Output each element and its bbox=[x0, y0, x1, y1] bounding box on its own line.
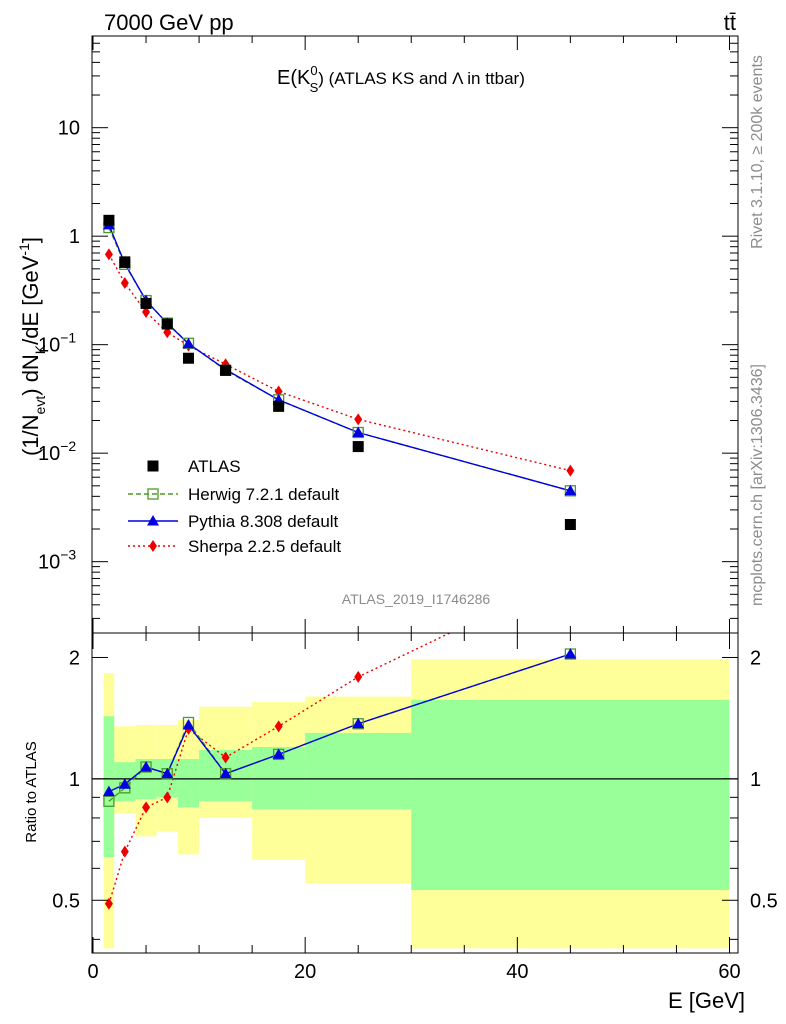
main-panel: E(K0 S) (ATLAS KS and Λ in ttbar) 10 1 10−1… bbox=[16, 35, 739, 634]
analysis-id: ATLAS_2019_I1746286 bbox=[342, 591, 491, 607]
ratio-y-tick-label-right: 0.5 bbox=[750, 890, 778, 912]
green-band bbox=[177, 759, 200, 808]
ratio-y-tick-label: 2 bbox=[69, 647, 80, 669]
ratio-y-tick-label-right: 2 bbox=[750, 647, 761, 669]
pythia-8-308-default-line bbox=[108, 224, 571, 492]
pythia-8-308-default-ratio-point bbox=[118, 778, 131, 789]
y-axis-label: (1/Nevt) dNK/dE [GeV-1] bbox=[16, 237, 48, 456]
y-tick-label: 10−3 bbox=[38, 547, 76, 574]
legend-label: Pythia 8.308 default bbox=[188, 512, 339, 531]
ratio-panel: 0 20 40 60 0.5 0.5 1 1 2 2 Ratio to ATLAS E [GeV] bbox=[23, 569, 778, 1013]
legend-label: Herwig 7.2.1 default bbox=[188, 485, 339, 504]
y-tick-label: 10 bbox=[58, 118, 80, 140]
sherpa-2-2-5-default-point bbox=[104, 248, 113, 261]
sherpa-2-2-5-default-point bbox=[566, 464, 575, 477]
x-axis-label: E [GeV] bbox=[668, 988, 745, 1013]
sherpa-2-2-5-default-ratio-point bbox=[163, 791, 172, 804]
sherpa-2-2-5-default-ratio-point bbox=[274, 720, 283, 733]
main-axis-ticks: 10 1 10−1 10−2 10−3 bbox=[38, 35, 738, 633]
y-tick-label: 1 bbox=[69, 226, 80, 248]
ratio-plot-area bbox=[92, 569, 738, 949]
legend-marker bbox=[147, 515, 159, 526]
rivet-label: Rivet 3.1.10, ≥ 200k events bbox=[749, 55, 766, 249]
herwig-7-2-1-default-line bbox=[108, 227, 571, 492]
sherpa-2-2-5-default-ratio-line bbox=[108, 633, 452, 905]
sherpa-2-2-5-default-ratio-point bbox=[120, 845, 129, 858]
legend-item-atlas: ATLAS bbox=[147, 457, 241, 476]
pythia-8-308-default-ratio-point bbox=[219, 767, 232, 779]
legend-label: ATLAS bbox=[188, 457, 241, 476]
sherpa-2-2-5-default-ratio-point bbox=[104, 897, 113, 910]
atlas-point bbox=[352, 441, 364, 453]
legend-item-herwig-7-2-1-default: Herwig 7.2.1 default bbox=[128, 485, 339, 504]
legend-item-sherpa-2-2-5-default: Sherpa 2.2.5 default bbox=[128, 537, 341, 556]
atlas-point bbox=[161, 318, 173, 330]
ratio-y-tick-label-right: 1 bbox=[750, 769, 761, 791]
legend-marker bbox=[147, 488, 159, 500]
atlas-point bbox=[220, 364, 232, 376]
atlas-point bbox=[119, 256, 131, 268]
legend-label: Sherpa 2.2.5 default bbox=[188, 537, 341, 556]
pythia-8-308-default-ratio-point bbox=[140, 761, 153, 772]
mcplots-label: mcplots.cern.ch [arXiv:1306.3436] bbox=[749, 364, 766, 606]
sherpa-2-2-5-default-ratio-point bbox=[142, 801, 151, 814]
x-tick-label: 40 bbox=[506, 961, 528, 983]
ratio-y-tick-label: 1 bbox=[69, 769, 80, 791]
main-plot-area bbox=[102, 214, 577, 531]
legend-marker bbox=[147, 460, 159, 472]
sherpa-2-2-5-default-point bbox=[354, 413, 363, 426]
pythia-8-308-default-point bbox=[352, 426, 365, 438]
ratio-axis-ticks: 0 20 40 60 0.5 0.5 1 1 2 2 bbox=[52, 633, 778, 983]
pythia-8-308-default-ratio-point bbox=[352, 717, 365, 729]
sherpa-2-2-5-default-line bbox=[108, 254, 571, 472]
x-tick-label: 60 bbox=[718, 961, 740, 983]
legend: ATLAS Herwig 7.2.1 default Pythia 8.308 de… bbox=[128, 457, 341, 556]
ratio-y-label: Ratio to ATLAS bbox=[23, 741, 40, 842]
chart-title: E(K0 S) (ATLAS KS and Λ in ttbar) bbox=[277, 63, 525, 95]
sherpa-2-2-5-default-point bbox=[142, 306, 151, 319]
x-tick-label: 0 bbox=[87, 961, 98, 983]
ratio-frame bbox=[91, 632, 739, 954]
legend-marker bbox=[149, 540, 157, 552]
header-left: 7000 GeV pp bbox=[104, 10, 234, 35]
header-right: tt̄ bbox=[724, 10, 736, 35]
herwig-7-2-1-default-ratio-point bbox=[103, 795, 115, 807]
pythia-8-308-default-ratio-point bbox=[161, 767, 174, 779]
pythia-8-308-default-point bbox=[182, 337, 195, 349]
sherpa-2-2-5-default-ratio-point bbox=[221, 751, 230, 764]
pythia-8-308-default-ratio-point bbox=[102, 785, 115, 797]
green-band bbox=[305, 732, 412, 810]
legend-item-pythia-8-308-default: Pythia 8.308 default bbox=[128, 512, 339, 531]
atlas-point bbox=[273, 400, 285, 412]
ratio-y-tick-label: 0.5 bbox=[52, 890, 80, 912]
pythia-8-308-default-ratio-point bbox=[182, 719, 195, 730]
atlas-point bbox=[564, 519, 576, 531]
y-tick-label: 10−1 bbox=[38, 330, 76, 357]
atlas-point bbox=[140, 297, 152, 309]
pythia-8-308-default-ratio-point bbox=[564, 648, 577, 659]
sherpa-2-2-5-default-ratio-point bbox=[354, 670, 363, 683]
sherpa-2-2-5-default-ratio-point bbox=[566, 569, 574, 581]
atlas-point bbox=[182, 352, 194, 364]
atlas-point bbox=[103, 214, 115, 226]
pythia-8-308-default-point bbox=[564, 484, 577, 496]
pythia-8-308-default-ratio-point bbox=[272, 748, 285, 759]
y-tick-label: 10−2 bbox=[38, 438, 76, 465]
sherpa-2-2-5-default-point bbox=[120, 277, 129, 290]
x-tick-label: 20 bbox=[294, 961, 316, 983]
green-band bbox=[411, 699, 730, 891]
